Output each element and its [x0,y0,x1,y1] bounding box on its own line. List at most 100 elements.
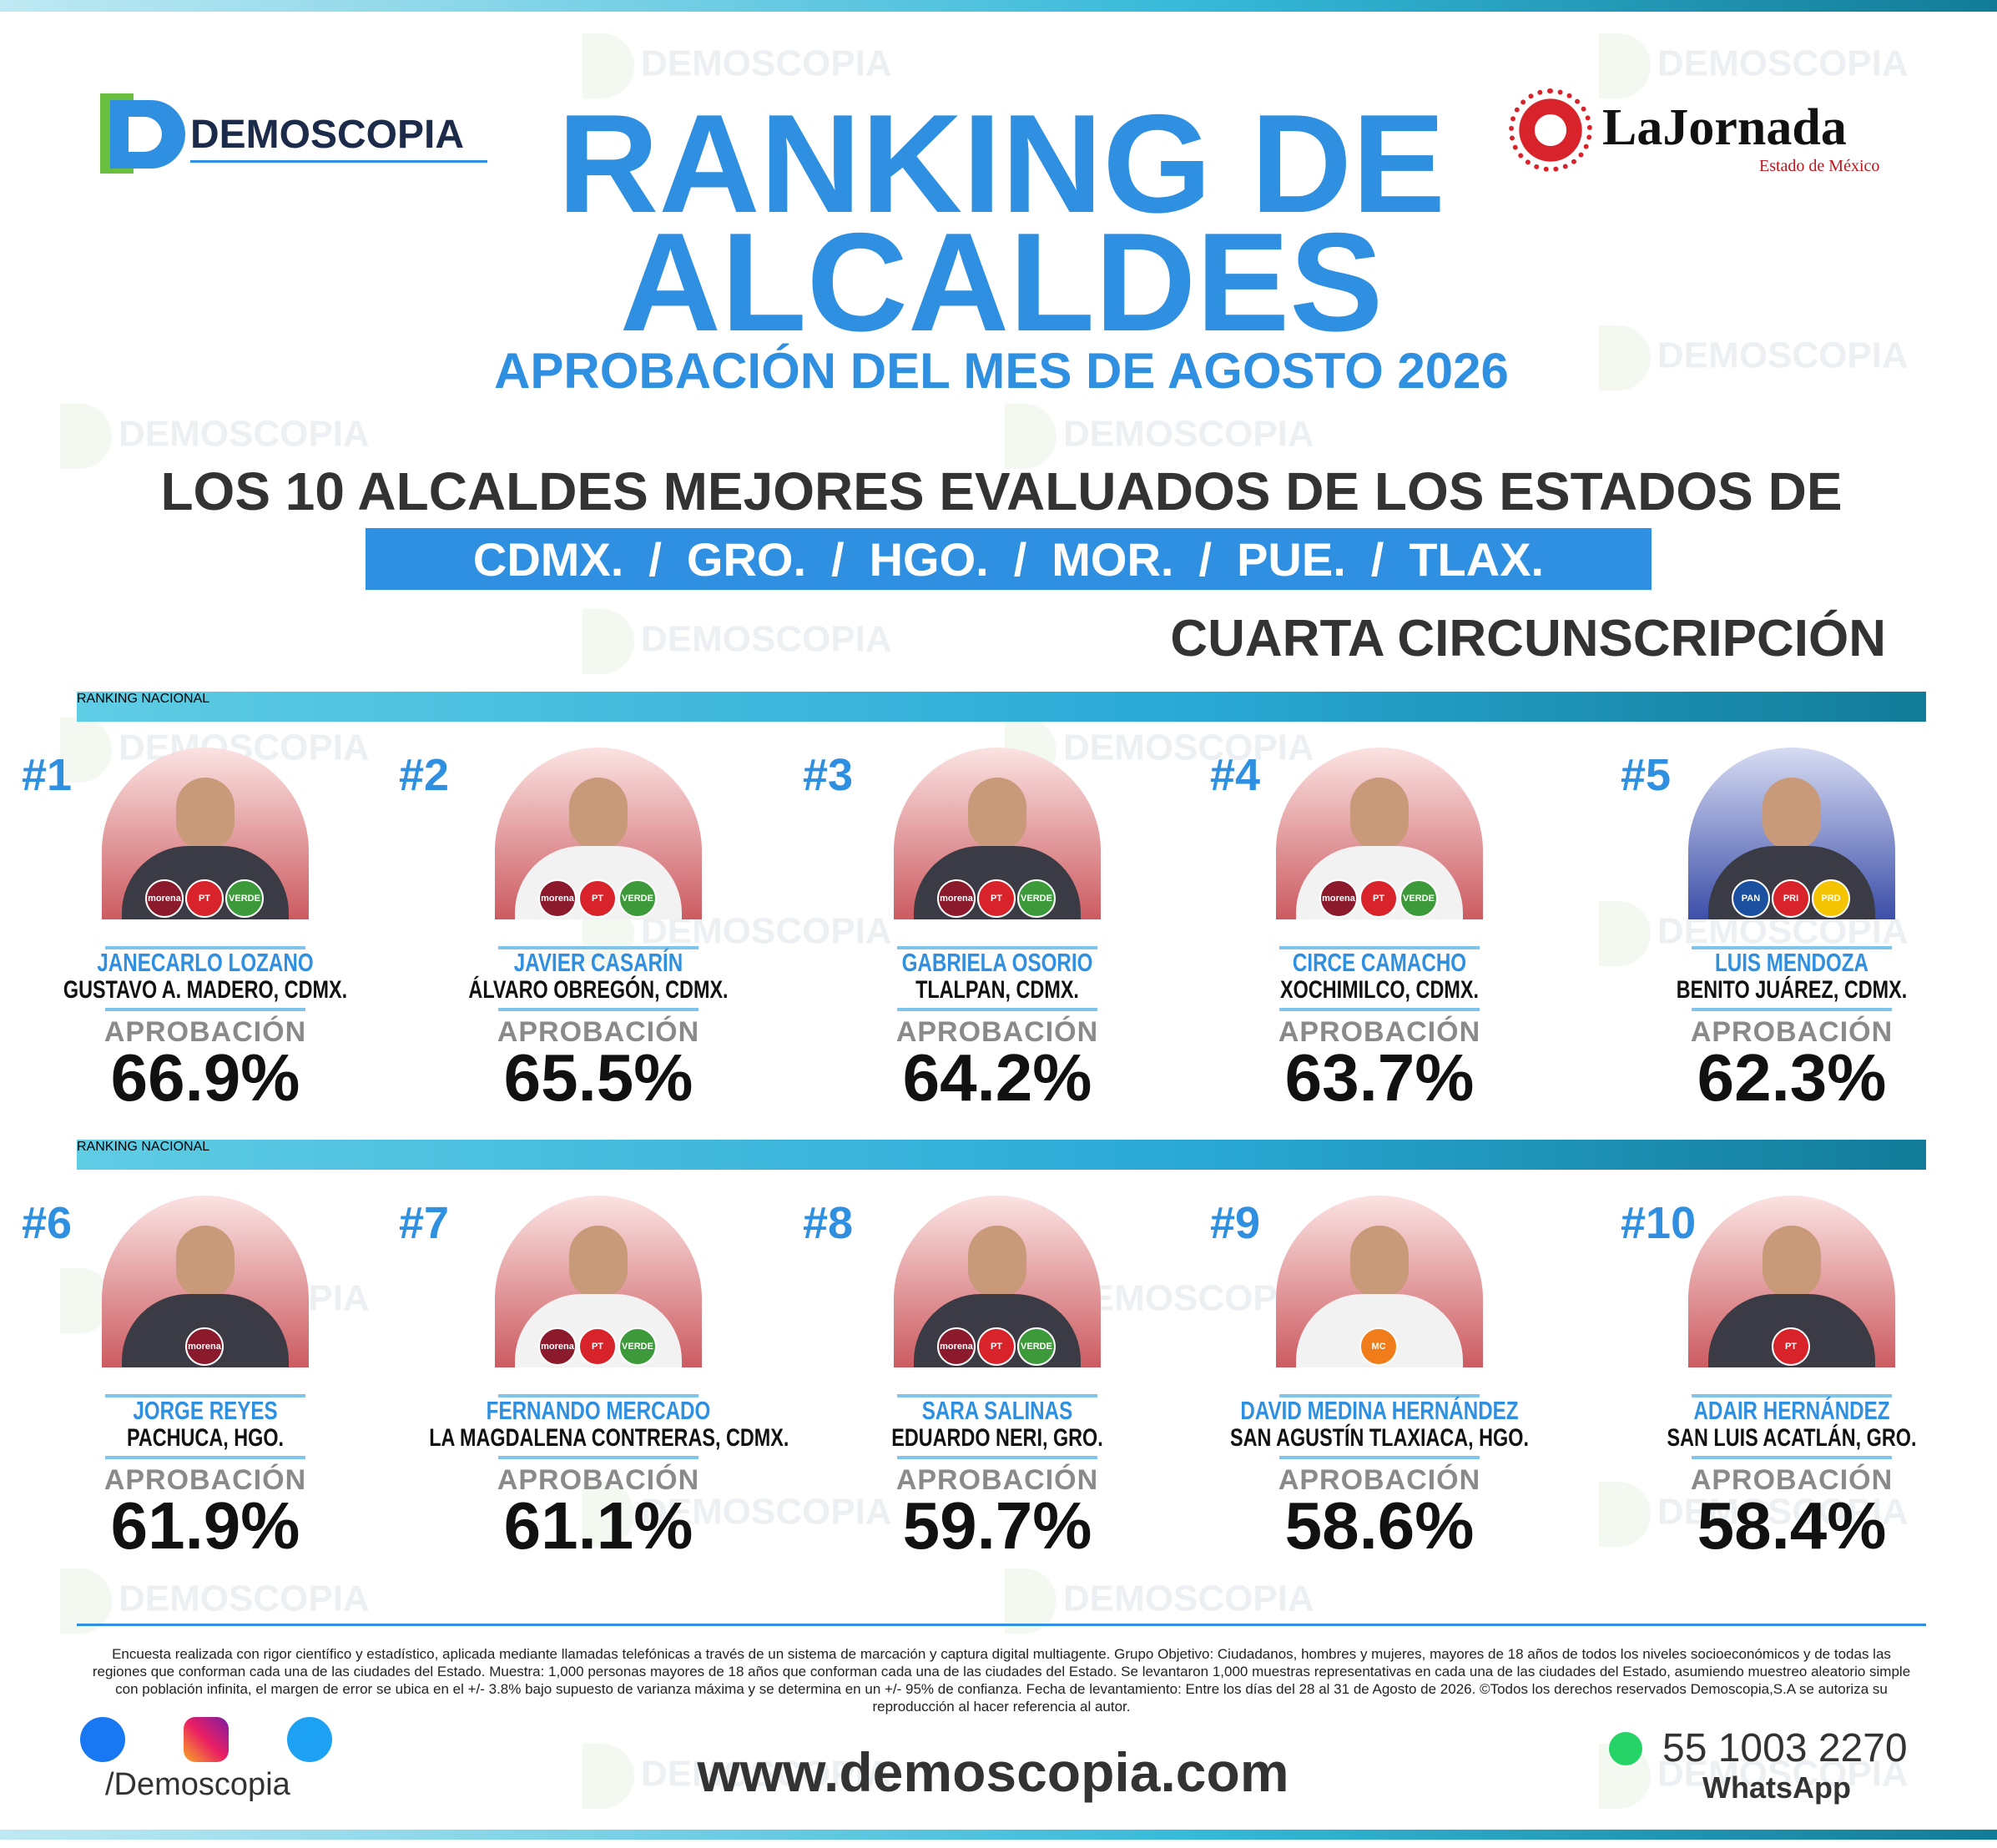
approval-value: 63.7% [1284,1040,1475,1115]
name-rule [498,946,698,949]
party-logo: VERDE [618,1327,657,1366]
state: TLAX. [1409,532,1545,586]
party-logo: VERDE [225,879,264,918]
photo-head [176,1226,234,1297]
disclaimer: Encuesta realizada con rigor científico … [92,1646,1911,1715]
approval-value: 62.3% [1697,1040,1887,1115]
place-rule [1279,1008,1480,1011]
photo-head [1763,1226,1821,1297]
watermark: DEMOSCOPIA [1599,33,1909,98]
rank: #9 [1210,1198,1261,1248]
footer-rule [77,1624,1926,1626]
party-logo: PT [578,1327,617,1366]
name-rule [1279,946,1480,949]
rank: #5 [1621,750,1672,800]
party-logo: VERDE [1017,879,1056,918]
rank: #6 [22,1198,73,1248]
state: CDMX. [472,532,624,586]
party-logo: PRD [1812,879,1850,918]
party-logo: PT [185,879,224,918]
party-logo: PAN [1732,879,1770,918]
watermark: DEMOSCOPIA [1599,325,1909,390]
title-line2: ALCALDES [619,204,1384,360]
twitter-icon[interactable] [287,1717,332,1762]
candidate-photo: morena [102,1196,309,1367]
place-rule [1279,1456,1480,1459]
rank: #2 [399,750,450,800]
watermark: DEMOSCOPIA [582,1482,892,1547]
candidate-card: morena PT VERDE GABRIELA OSORIO TLALPAN, CDM… [780,748,1214,1115]
phone-label: WhatsApp [1702,1770,1851,1805]
instagram-icon[interactable] [184,1717,229,1762]
watermark: DEMOSCOPIA [582,1744,892,1809]
photo-head [968,1226,1026,1297]
party-logo: morena [538,1327,577,1366]
candidate-photo: morena PT VERDE [894,748,1101,919]
approval-label: APROBACIÓN [895,1016,1099,1048]
candidate-card: PAN PRI PRD LUIS MENDOZA BENITO JUÁREZ, CDMX… [1575,748,1997,1115]
candidate-photo: morena PT VERDE [894,1196,1101,1367]
watermark: DEMOSCOPIA [582,609,892,674]
photo-head [569,778,628,849]
section-bar: RANKING NACIONAL [77,1140,1926,1170]
candidate-place: ÁLVARO OBREGÓN, CDMX. [468,976,729,1004]
watermark: DEMOSCOPIA [582,33,892,98]
top-border [0,0,1997,12]
candidate-name: CIRCE CAMACHO [1292,948,1467,977]
approval-label: APROBACIÓN [1278,1464,1481,1496]
party-logo: PT [1359,879,1398,918]
candidate-place: EDUARDO NERI, GRO. [891,1424,1103,1452]
candidate-name: LUIS MENDOZA [1714,948,1869,977]
state-separator: / [831,532,845,586]
watermark: DEMOSCOPIA [1599,1482,1909,1547]
candidate-name: ADAIR HERNÁNDEZ [1693,1396,1890,1425]
party-logo: PT [1772,1327,1810,1366]
party-logo: morena [1319,879,1358,918]
rank: #3 [803,750,854,800]
state-separator: / [1013,532,1027,586]
approval-value: 61.1% [503,1488,693,1563]
approval-label: APROBACIÓN [497,1464,700,1496]
party-logo: PT [578,879,617,918]
approval-value: 61.9% [110,1488,300,1563]
region: CUARTA CIRCUNSCRIPCIÓN [1170,610,1886,667]
candidate-name: DAVID MEDINA HERNÁNDEZ [1240,1396,1519,1425]
party-logo: PT [977,879,1016,918]
approval-value: 66.9% [110,1040,300,1115]
approval-label: APROBACIÓN [1690,1464,1894,1496]
name-rule [1279,1394,1480,1397]
facebook-icon[interactable] [80,1717,125,1762]
party-logo: VERDE [1399,879,1438,918]
candidate-place: GUSTAVO A. MADERO, CDMX. [63,976,348,1004]
place-rule [1692,1008,1892,1011]
candidate-name: JAVIER CASARÍN [513,948,683,977]
watermark: DEMOSCOPIA [60,404,370,469]
place-rule [105,1008,305,1011]
party-logo: morena [145,879,184,918]
candidate-name: JANECARLO LOZANO [97,948,314,977]
candidate-name: JORGE REYES [133,1396,278,1425]
lajornada-logo-mark [1509,88,1592,172]
party-logo: morena [937,1327,976,1366]
state-separator: / [648,532,662,586]
candidate-photo: morena PT VERDE [1276,748,1483,919]
candidate-card: morena PT VERDE JAVIER CASARÍN ÁLVARO OBREGÓ… [381,748,815,1115]
photo-head [1350,1226,1409,1297]
lajornada-logo-sub: Estado de México [1759,157,1880,175]
website[interactable]: www.demoscopia.com [697,1741,1289,1803]
photo-head [1763,778,1821,849]
photo-head [968,778,1026,849]
candidate-card: morena PT VERDE FERNANDO MERCADO LA MAGDALEN… [381,1196,815,1563]
state: HGO. [869,532,989,586]
whatsapp-icon [1609,1732,1642,1765]
rank: #7 [399,1198,450,1248]
candidate-place: BENITO JUÁREZ, CDMX. [1676,976,1908,1004]
approval-label: APROBACIÓN [1278,1016,1481,1048]
approval-value: 58.4% [1697,1488,1887,1563]
rank: #1 [22,750,73,800]
phone: 55 1003 2270 [1662,1726,1908,1770]
place-rule [498,1456,698,1459]
candidate-card: morena PT VERDE CIRCE CAMACHO XOCHIMILCO, CD… [1162,748,1596,1115]
approval-value: 58.6% [1284,1488,1475,1563]
lajornada-logo-text: LaJornada [1602,99,1847,156]
